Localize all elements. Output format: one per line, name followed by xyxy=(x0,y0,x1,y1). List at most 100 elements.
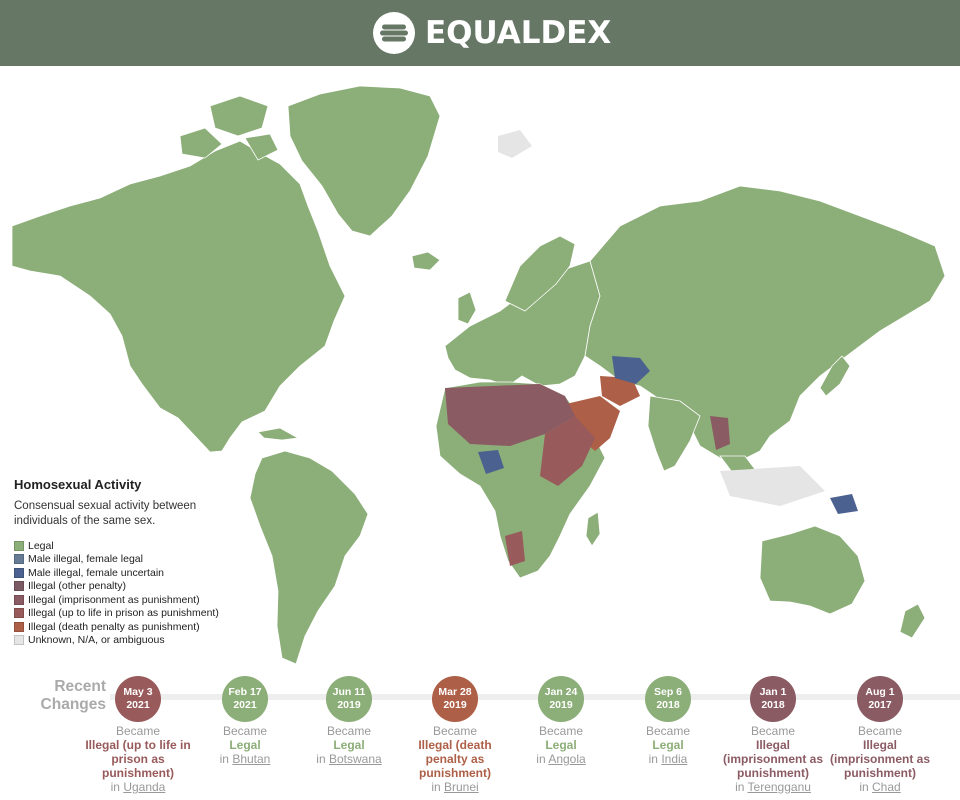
legend-description: Consensual sexual activity between indiv… xyxy=(14,500,197,527)
change-date-badge[interactable]: Aug 1 2017 xyxy=(857,676,903,722)
header-bar: EQUALDEX xyxy=(0,0,960,66)
change-became: Became xyxy=(115,724,161,738)
change-place: in Brunei xyxy=(401,780,509,794)
map-land-legal xyxy=(11,85,946,665)
change-place-link[interactable]: India xyxy=(661,752,688,766)
legend-label: Male illegal, female uncertain xyxy=(28,566,164,579)
equaldex-logo-icon xyxy=(373,12,415,54)
timeline-line xyxy=(110,694,960,700)
scandinavia xyxy=(504,235,576,312)
change-date-badge[interactable]: May 3 2021 xyxy=(115,676,161,722)
legend: Homosexual Activity Consensual sexual ac… xyxy=(14,477,254,647)
region-unknown-svalbard xyxy=(498,130,532,158)
change-date-year: 2021 xyxy=(126,699,150,711)
region-imprisonment-southeast-asia xyxy=(710,416,730,450)
change-date-badge[interactable]: Jan 24 2019 xyxy=(538,676,584,722)
change-date-day: Jan 24 xyxy=(544,686,578,698)
legend-items: Legal Male illegal, female legal Male ille… xyxy=(14,539,254,647)
change-date-badge[interactable]: Jan 1 2018 xyxy=(750,676,796,722)
legend-label: Illegal (other penalty) xyxy=(28,580,127,593)
legend-swatch xyxy=(14,540,24,551)
legend-item[interactable]: Male illegal, female legal xyxy=(14,553,254,567)
legend-item[interactable]: Illegal (other penalty) xyxy=(14,580,254,594)
change-place-link[interactable]: Brunei xyxy=(444,780,479,794)
british-isles xyxy=(457,291,477,325)
change-in: in xyxy=(110,780,120,794)
legend-label: Legal xyxy=(28,539,54,552)
legend-swatch xyxy=(14,608,24,619)
change-place-link[interactable]: Terengganu xyxy=(747,780,811,794)
greenland xyxy=(287,85,441,237)
change-item: Jan 24 2019 Became Legal in Angola xyxy=(507,676,615,766)
legend-item[interactable]: Illegal (imprisonment as punishment) xyxy=(14,593,254,607)
change-became: Became xyxy=(750,724,796,738)
legend-swatch xyxy=(14,594,24,605)
change-place: in Uganda xyxy=(84,780,192,794)
change-place: in Botswana xyxy=(295,752,403,766)
change-status: Illegal (imprisonment as punishment) xyxy=(829,738,931,780)
arctic-islands xyxy=(179,95,279,161)
region-death-penalty-iran xyxy=(600,376,640,406)
change-item: Sep 6 2018 Became Legal in India xyxy=(614,676,722,766)
change-in: in xyxy=(735,780,745,794)
legend-item[interactable]: Male illegal, female uncertain xyxy=(14,566,254,580)
region-life-southern-africa xyxy=(505,531,525,566)
change-date-year: 2017 xyxy=(868,699,892,711)
change-place: in India xyxy=(614,752,722,766)
change-date-day: Jun 11 xyxy=(332,686,366,698)
change-became: Became xyxy=(222,724,268,738)
change-place: in Terengganu xyxy=(719,780,827,794)
australia xyxy=(759,525,866,615)
change-place-link[interactable]: Bhutan xyxy=(232,752,271,766)
map-land-restricted xyxy=(445,130,858,566)
world-map[interactable] xyxy=(0,66,960,670)
legend-item[interactable]: Illegal (up to life in prison as punishm… xyxy=(14,607,254,621)
change-item: Mar 28 2019 Became Illegal (death penalty a… xyxy=(401,676,509,794)
change-date-year: 2021 xyxy=(233,699,257,711)
change-date-badge[interactable]: Mar 28 2019 xyxy=(432,676,478,722)
change-item: May 3 2021 Became Illegal (up to life in pr… xyxy=(84,676,192,794)
legend-item[interactable]: Legal xyxy=(14,539,254,553)
japan xyxy=(819,355,851,397)
change-status: Illegal (death penalty as punishment) xyxy=(418,738,492,780)
change-place-link[interactable]: Chad xyxy=(872,780,901,794)
new-zealand xyxy=(899,603,926,639)
legend-item[interactable]: Unknown, N/A, or ambiguous xyxy=(14,634,254,648)
change-date-day: Sep 6 xyxy=(653,686,682,698)
change-date-badge[interactable]: Feb 17 2021 xyxy=(222,676,268,722)
change-date-badge[interactable]: Sep 6 2018 xyxy=(645,676,691,722)
change-place: in Bhutan xyxy=(191,752,299,766)
change-in: in xyxy=(648,752,658,766)
change-place-link[interactable]: Angola xyxy=(548,752,586,766)
change-became: Became xyxy=(857,724,903,738)
change-date-year: 2019 xyxy=(549,699,573,711)
equaldex-logo[interactable]: EQUALDEX xyxy=(373,9,611,57)
change-date-day: Mar 28 xyxy=(438,686,472,698)
change-status: Legal xyxy=(652,738,684,752)
change-place-link[interactable]: Botswana xyxy=(328,752,382,766)
change-date-badge[interactable]: Jun 11 2019 xyxy=(326,676,372,722)
legend-label: Illegal (up to life in prison as punishm… xyxy=(28,607,219,620)
asia xyxy=(584,185,946,462)
change-in: in xyxy=(316,752,326,766)
change-date-day: May 3 xyxy=(123,686,153,698)
change-in: in xyxy=(536,752,546,766)
change-place-link[interactable]: Uganda xyxy=(123,780,166,794)
change-item: Aug 1 2017 Became Illegal (imprisonment as … xyxy=(826,676,934,794)
legend-swatch xyxy=(14,621,24,632)
change-became: Became xyxy=(432,724,478,738)
change-date-day: Jan 1 xyxy=(759,686,787,698)
recent-changes-line1: Recent xyxy=(54,678,106,695)
region-unknown-indonesia xyxy=(720,466,825,506)
change-item: Jun 11 2019 Became Legal in Botswana xyxy=(295,676,403,766)
change-status: Legal xyxy=(545,738,577,752)
change-place: in Chad xyxy=(826,780,934,794)
legend-item[interactable]: Illegal (death penalty as punishment) xyxy=(14,620,254,634)
india xyxy=(647,395,701,472)
legend-swatch xyxy=(14,581,24,592)
change-status: Legal xyxy=(229,738,261,752)
recent-changes-line2: Changes xyxy=(40,696,106,713)
change-date-year: 2018 xyxy=(761,699,785,711)
change-became: Became xyxy=(326,724,372,738)
legend-label: Illegal (death penalty as punishment) xyxy=(28,620,200,633)
